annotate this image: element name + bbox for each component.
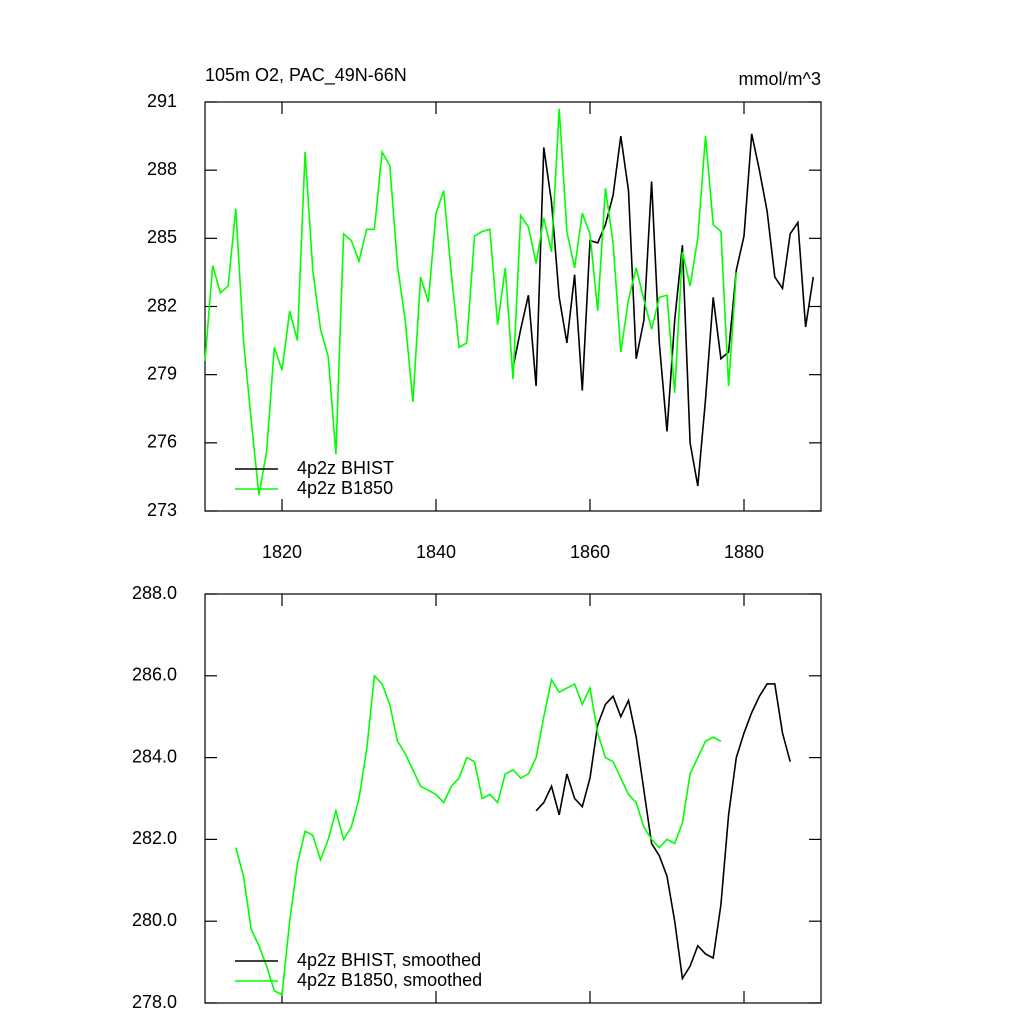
y-tick-label: 291 [147,91,177,111]
y-tick-label: 276 [147,432,177,452]
chart-title: 105m O2, PAC_49N-66N [205,65,407,86]
y-tick-label: 282.0 [132,828,177,848]
x-tick-label: 1840 [416,542,456,562]
units-label: mmol/m^3 [739,69,821,89]
y-tick-label: 286.0 [132,665,177,685]
series-line [235,673,722,997]
y-tick-label: 280.0 [132,910,177,930]
legend-label: 4p2z B1850, smoothed [297,970,482,990]
series-line [512,133,815,487]
legend-label: 4p2z BHIST, smoothed [297,950,481,970]
legend-label: 4p2z BHIST [297,458,394,478]
y-tick-label: 278.0 [132,992,177,1012]
series-line [535,683,791,981]
plot-frame [204,101,822,512]
y-tick-label: 284.0 [132,746,177,766]
x-tick-label: 1820 [262,542,302,562]
y-tick-label: 279 [147,363,177,383]
x-tick-label: 1880 [724,542,764,562]
legend-label: 4p2z B1850 [297,478,393,498]
y-tick-label: 288 [147,159,177,179]
y-tick-label: 282 [147,295,177,315]
y-tick-label: 273 [147,500,177,520]
y-tick-label: 285 [147,227,177,247]
plot-frame [204,593,822,1004]
series-line [204,108,738,496]
y-tick-label: 288.0 [132,583,177,603]
x-tick-label: 1860 [570,542,610,562]
